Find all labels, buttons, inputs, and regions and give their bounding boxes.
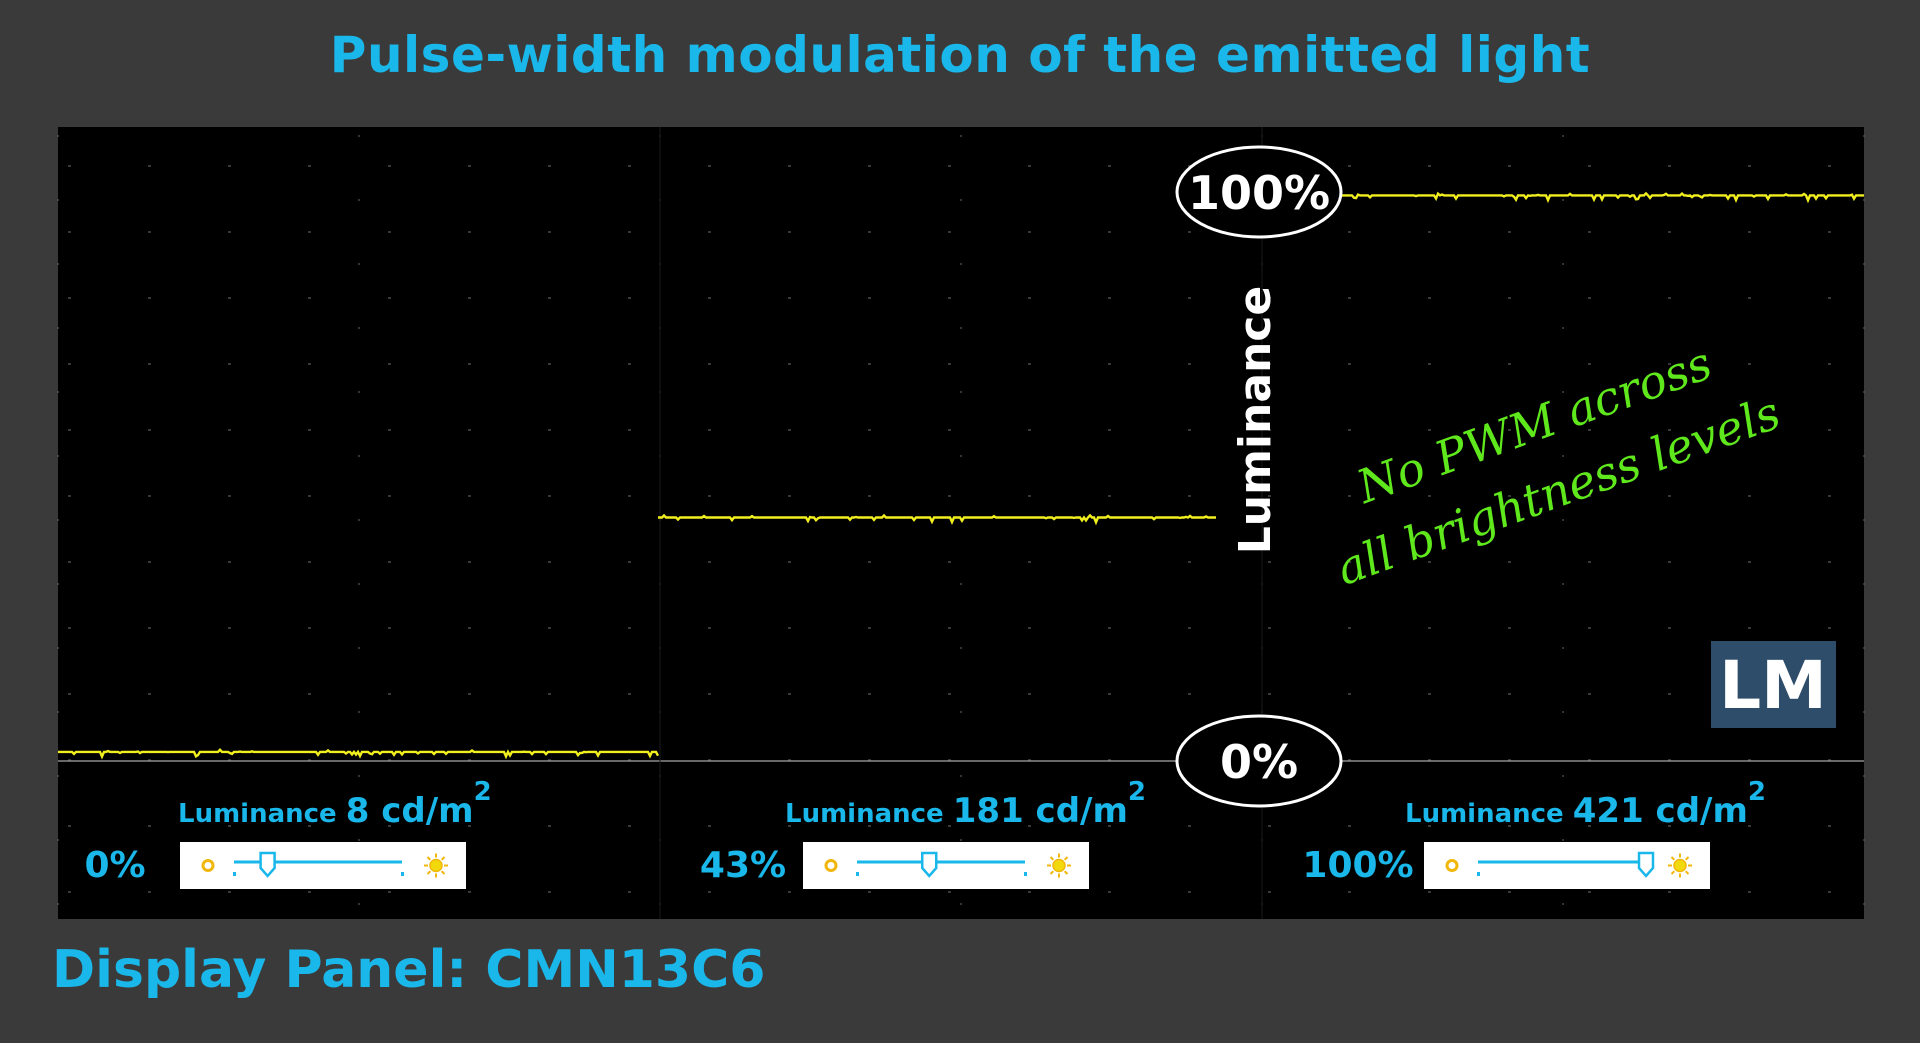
slider-tick-start [856, 872, 859, 876]
brightness-percent: 43% [700, 845, 786, 886]
trace-3 [1342, 191, 1864, 204]
slider-box [180, 842, 466, 889]
sun-ray [440, 856, 446, 861]
measurement-panels: Luminance 8 cd/m20%Luminance 181 cd/m243… [84, 777, 1766, 889]
luminance-prefix: Luminance [1405, 799, 1573, 829]
logo-background [1711, 641, 1836, 728]
y-axis-label: Luminance [1230, 286, 1281, 555]
sun-ray [1063, 856, 1069, 861]
luminance-value: 8 cd/m [346, 791, 474, 831]
panel-3: Luminance 421 cd/m2 100% [1302, 777, 1766, 889]
slider-thumb [259, 851, 276, 878]
sun-ray [1670, 856, 1676, 861]
sun-ray [1684, 870, 1690, 875]
marker-ellipse [1175, 714, 1343, 808]
scope-background [58, 127, 1864, 919]
sun-dim-icon [824, 859, 838, 872]
logo: LM [1711, 641, 1836, 728]
luminance-reading: Luminance 181 cd/m2 [785, 777, 1146, 831]
level-markers: 100% 0% [1175, 145, 1343, 808]
display-panel-label: Display Panel: CMN13C6 [52, 940, 766, 1000]
luminance-prefix: Luminance [178, 799, 346, 829]
luminance-reading: Luminance 8 cd/m2 [178, 777, 492, 831]
sun-dim-icon [201, 859, 215, 872]
sun-ray [426, 870, 432, 875]
sun-ray [1063, 870, 1069, 875]
brightness-percent: 0% [84, 845, 145, 886]
panel-1: Luminance 8 cd/m2 0% [84, 777, 492, 889]
slider-tick-start [233, 872, 236, 876]
sun-ray [1684, 856, 1690, 861]
sun-core [1052, 858, 1066, 873]
sun-bright-icon [424, 853, 448, 878]
luminance-unit-exp: 2 [474, 777, 492, 807]
luminance-value: 421 cd/m [1573, 791, 1748, 831]
luminance-traces [58, 191, 1864, 760]
luminance-prefix: Luminance [785, 799, 953, 829]
luminance-unit-exp: 2 [1748, 777, 1766, 807]
brightness-slider [1424, 842, 1710, 889]
slider-thumb [1637, 851, 1655, 878]
logo-text: LM [1719, 647, 1827, 724]
sun-core [429, 858, 443, 873]
sun-ray [1049, 856, 1055, 861]
sun-bright-icon [1047, 853, 1071, 878]
sun-ray [440, 870, 446, 875]
luminance-unit-exp: 2 [1128, 777, 1146, 807]
trace-2 [658, 513, 1216, 526]
brightness-slider [803, 842, 1089, 889]
sun-bright-icon [1668, 853, 1692, 878]
brightness-slider [180, 842, 466, 889]
marker-ellipse [1175, 145, 1343, 239]
marker-label: 100% [1188, 166, 1330, 220]
slider-tick-end [1024, 872, 1027, 876]
panel-2: Luminance 181 cd/m2 43% [700, 777, 1146, 889]
slider-box [1424, 842, 1710, 889]
luminance-reading: Luminance 421 cd/m2 [1405, 777, 1766, 831]
sun-core [1673, 858, 1687, 873]
slider-tick-end [401, 872, 404, 876]
sun-ray [426, 856, 432, 861]
slider-thumb [920, 851, 938, 878]
slider-box [803, 842, 1089, 889]
marker-0: 0% [1175, 714, 1343, 808]
sun-ray [1670, 870, 1676, 875]
chart-title: Pulse-width modulation of the emitted li… [329, 26, 1591, 84]
slider-tick-start [1477, 872, 1480, 876]
marker-100: 100% [1175, 145, 1343, 239]
sun-ray [1049, 870, 1055, 875]
marker-label: 0% [1220, 735, 1298, 789]
trace-1 [58, 748, 660, 760]
luminance-value: 181 cd/m [953, 791, 1128, 831]
sun-dim-icon [1445, 859, 1459, 872]
brightness-percent: 100% [1302, 845, 1413, 886]
